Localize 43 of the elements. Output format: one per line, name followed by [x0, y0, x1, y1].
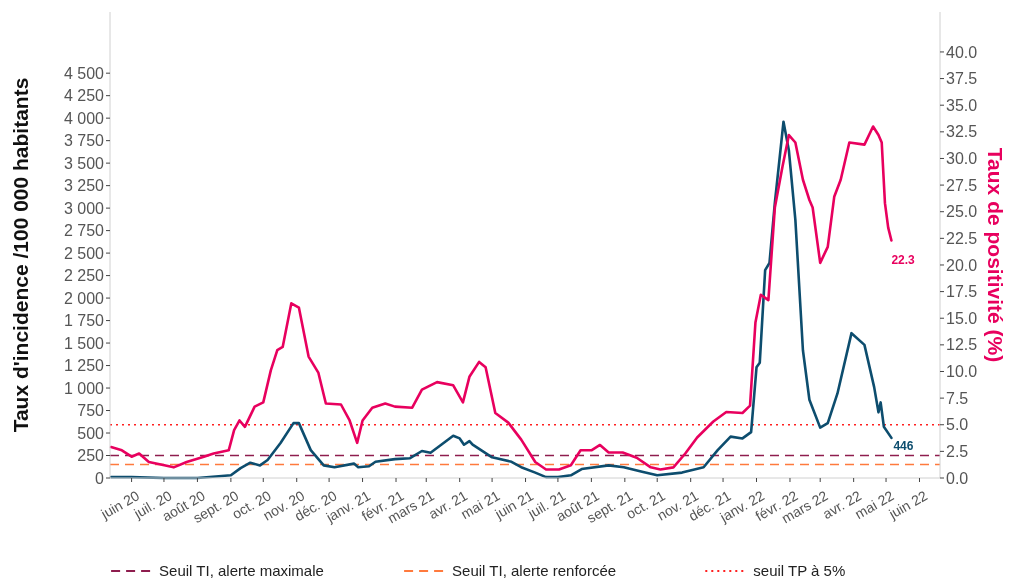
y2-tick-label: 5.0: [946, 416, 969, 434]
data-label: 446: [893, 438, 914, 453]
y2-tick-label: 15.0: [946, 309, 978, 327]
y-tick-label: 2 750: [63, 222, 105, 240]
y2-tick-label: 40.0: [946, 43, 978, 61]
y2-tick-label: 25.0: [946, 203, 978, 221]
y2-tick-label: 2.5: [946, 442, 969, 460]
y-tick-label: 3 000: [63, 199, 105, 217]
y2-axis-title: Taux de positivité (%): [984, 147, 1007, 363]
y2-tick-label: 20.0: [946, 256, 978, 274]
y-axis-title: Taux d'incidence /100 000 habitants: [9, 77, 32, 433]
y-tick-label: 3 750: [63, 132, 105, 150]
y2-tick-label: 32.5: [946, 123, 978, 141]
legend-label: Seuil TI, alerte renforcée: [452, 562, 617, 580]
y2-tick-label: 27.5: [946, 176, 978, 194]
y-tick-label: 0: [95, 469, 105, 487]
y-tick-label: 4 000: [63, 109, 105, 127]
y2-tick-label: 30.0: [946, 150, 978, 168]
y-tick-label: 2 500: [63, 244, 105, 262]
y-tick-label: 3 250: [63, 177, 105, 195]
y-tick-label: 2 250: [63, 267, 105, 285]
y2-tick-label: 35.0: [946, 96, 978, 114]
y-tick-label: 750: [77, 402, 105, 420]
y2-tick-label: 12.5: [946, 336, 978, 354]
y-tick-label: 250: [77, 447, 105, 465]
y-tick-label: 1 000: [63, 379, 105, 397]
y2-tick-label: 17.5: [946, 283, 978, 301]
y-tick-label: 4 250: [63, 87, 105, 105]
y2-tick-label: 0.0: [946, 469, 969, 487]
y-tick-label: 1 500: [63, 334, 105, 352]
y-tick-label: 1 250: [63, 357, 105, 375]
y2-tick-label: 10.0: [946, 363, 978, 381]
y-tick-label: 4 500: [63, 64, 105, 82]
legend-label: seuil TP à 5%: [753, 562, 846, 580]
y-tick-label: 2 000: [63, 289, 105, 307]
y-tick-label: 500: [77, 424, 105, 442]
y-tick-label: 3 500: [63, 154, 105, 172]
data-label: 22.3: [891, 253, 916, 268]
y2-tick-label: 7.5: [946, 389, 969, 407]
y2-tick-label: 22.5: [946, 229, 978, 247]
legend-label: Seuil TI, alerte maximale: [159, 562, 324, 580]
y2-tick-label: 37.5: [946, 70, 978, 88]
y-tick-label: 1 750: [63, 312, 105, 330]
